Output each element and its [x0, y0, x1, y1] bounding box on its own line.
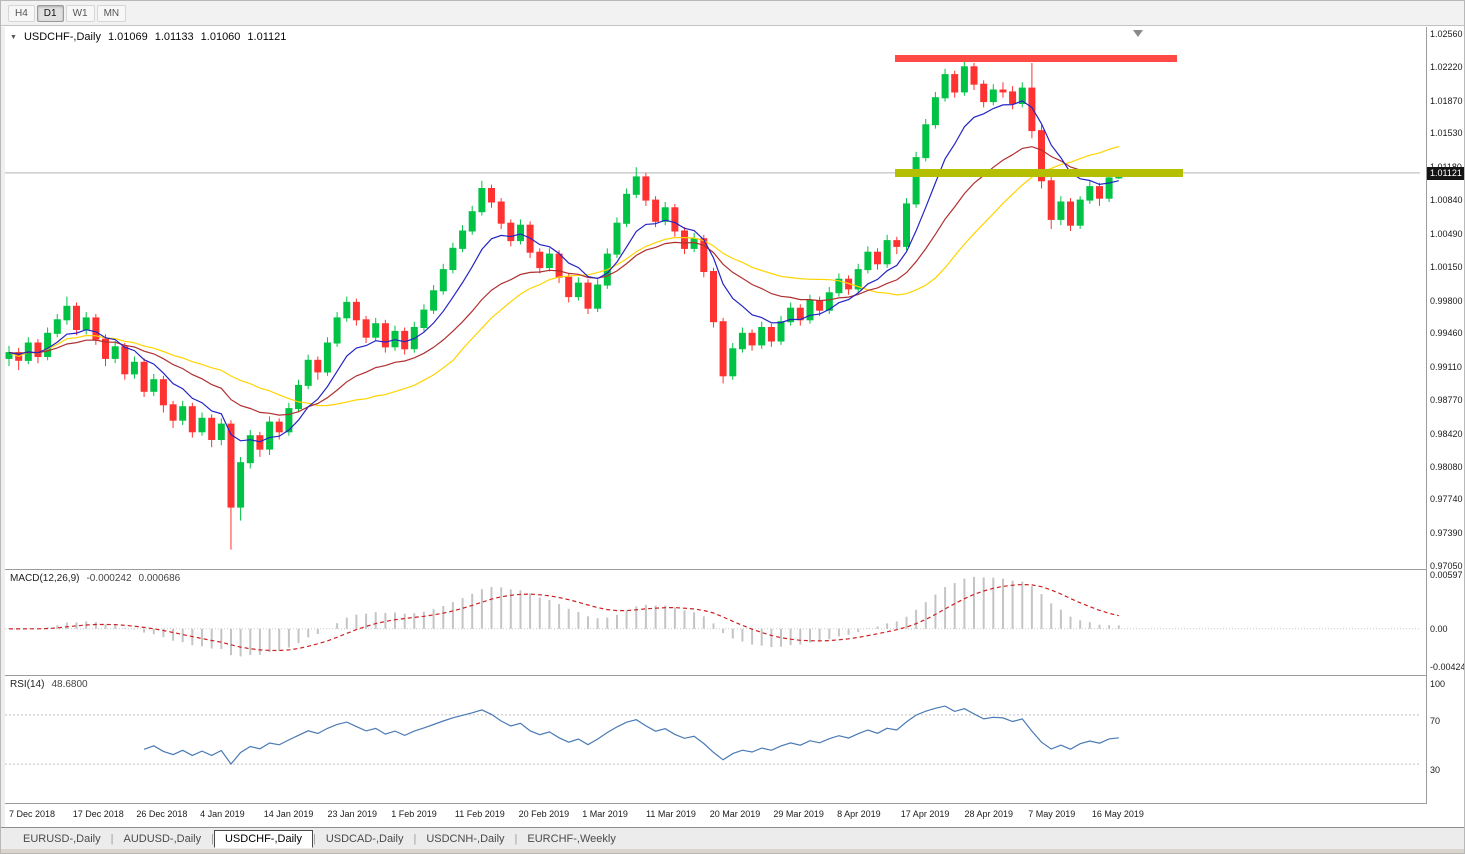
- time-scale[interactable]: 7 Dec 2018 17 Dec 2018 26 Dec 2018 4 Jan 20…: [5, 804, 1426, 827]
- tab-usdcnh-daily[interactable]: USDCNH-,Daily: [426, 832, 505, 845]
- price-axis-label: 1.00150: [1430, 261, 1463, 272]
- rsi-label: RSI(14): [10, 679, 45, 690]
- timeframe-button-h4[interactable]: H4: [8, 4, 35, 22]
- date-axis-label: 16 May 2019: [1091, 809, 1144, 819]
- date-axis-label: 7 Dec 2018: [9, 809, 56, 819]
- rsi-value: 48.6800: [51, 679, 88, 690]
- tab-separator: |: [413, 832, 417, 845]
- macd-chart-canvas[interactable]: [5, 570, 1426, 675]
- date-axis-label: 17 Dec 2018: [72, 809, 124, 819]
- chart-symbol-label: USDCHF-,Daily: [23, 31, 101, 43]
- rsi-header: RSI(14) 48.6800: [10, 679, 88, 690]
- tab-eurusd-daily[interactable]: EURUSD-,Daily: [23, 832, 101, 845]
- main-chart-panel[interactable]: ▼ USDCHF-,Daily 1.01069 1.01133 1.01060 …: [5, 27, 1426, 569]
- date-axis-label: 23 Jan 2019: [327, 809, 378, 819]
- tab-eurchf-weekly[interactable]: EURCHF-,Weekly: [527, 832, 616, 845]
- price-axis-label: 1.00490: [1430, 228, 1463, 239]
- timeframe-toolbar: H4 D1 W1 MN: [1, 1, 1464, 26]
- price-axis-label: 0.99460: [1430, 328, 1463, 339]
- price-axis-label: 0.99800: [1430, 295, 1463, 306]
- macd-label: MACD(12,26,9): [10, 573, 80, 584]
- chart-dropdown-icon[interactable]: ▼: [10, 33, 17, 41]
- timeframe-button-w1[interactable]: W1: [65, 4, 95, 22]
- date-axis-label: 7 May 2019: [1028, 809, 1076, 819]
- macd-axis-label: 0.00597: [1430, 570, 1463, 580]
- timeframe-button-mn[interactable]: MN: [96, 4, 127, 22]
- timeframe-button-d1[interactable]: D1: [36, 4, 64, 22]
- resistance-line[interactable]: [895, 54, 1177, 62]
- price-axis-label: 0.99110: [1430, 362, 1462, 373]
- panel-splitter-rsi[interactable]: [5, 675, 1426, 676]
- time-scale-divider: [5, 803, 1426, 804]
- price-axis-label: 0.98080: [1430, 461, 1463, 472]
- rsi-axis-label: 100: [1430, 679, 1446, 689]
- date-axis-label: 28 Apr 2019: [964, 809, 1014, 819]
- current-price-badge: 1.01121: [1427, 166, 1464, 180]
- chart-tabs-bar: EURUSD-,Daily | AUDUSD-,Daily | USDCHF-,Dail…: [1, 827, 1464, 849]
- tab-separator: |: [312, 832, 316, 845]
- ohlc-high: 1.01133: [154, 31, 194, 43]
- ohlc-close: 1.01121: [247, 31, 287, 43]
- date-axis-label: 20 Mar 2019: [709, 809, 761, 819]
- tab-usdchf-daily[interactable]: USDCHF-,Daily: [213, 829, 313, 848]
- price-axis-label: 0.97050: [1430, 561, 1463, 571]
- tab-usdcad-daily[interactable]: USDCAD-,Daily: [325, 832, 404, 845]
- price-axis-label: 0.97390: [1430, 528, 1463, 539]
- tab-separator: |: [211, 832, 214, 845]
- price-axis-label: 0.98770: [1430, 394, 1463, 405]
- price-axis-label: 1.02560: [1430, 29, 1463, 39]
- date-axis-label: 4 Jan 2019: [200, 809, 245, 819]
- macd-axis-label: 0.00: [1430, 623, 1448, 634]
- price-axis-label: 0.98420: [1430, 428, 1463, 439]
- chart-shift-marker-icon: [1133, 30, 1143, 37]
- macd-header: MACD(12,26,9) -0.000242 0.000686: [10, 573, 180, 584]
- macd-main-value: -0.000242: [86, 573, 132, 584]
- macd-panel[interactable]: MACD(12,26,9) -0.000242 0.000686: [5, 570, 1426, 675]
- window-bottom-edge: [1, 849, 1464, 853]
- window-left-edge: [1, 27, 5, 849]
- price-axis-label: 1.00840: [1430, 195, 1463, 206]
- chart-ohlc-header: ▼ USDCHF-,Daily 1.01069 1.01133 1.01060 …: [10, 31, 286, 43]
- date-axis-label: 17 Apr 2019: [900, 809, 950, 819]
- rsi-axis-label: 30: [1430, 765, 1441, 776]
- macd-signal-value: 0.000686: [138, 573, 181, 584]
- price-axis-label: 0.97740: [1430, 494, 1463, 505]
- date-axis-label: 11 Mar 2019: [646, 809, 696, 819]
- date-axis-label: 11 Feb 2019: [454, 809, 505, 819]
- date-axis-label: 8 Apr 2019: [837, 809, 881, 819]
- rsi-panel[interactable]: RSI(14) 48.6800: [5, 676, 1426, 803]
- tab-audusd-daily[interactable]: AUDUSD-,Daily: [123, 832, 202, 845]
- tab-separator: |: [514, 832, 518, 845]
- macd-axis-label: -0.004243: [1430, 662, 1464, 672]
- date-axis-label: 1 Mar 2019: [582, 809, 628, 819]
- date-axis-label: 29 Mar 2019: [773, 809, 824, 819]
- panel-splitter-macd[interactable]: [5, 569, 1426, 570]
- price-axis-label: 1.01530: [1430, 128, 1463, 139]
- date-axis-label: 20 Feb 2019: [518, 809, 570, 819]
- candlestick-chart-canvas[interactable]: [5, 27, 1426, 569]
- support-line[interactable]: [895, 169, 1183, 177]
- price-scale[interactable]: 1.01121 1.025601.022201.018701.015301.01…: [1426, 27, 1464, 804]
- price-axis-label: 1.01870: [1430, 95, 1463, 106]
- date-axis-label: 26 Dec 2018: [136, 809, 188, 819]
- rsi-axis-label: 70: [1430, 715, 1441, 726]
- ohlc-open: 1.01069: [107, 31, 148, 43]
- rsi-chart-canvas[interactable]: [5, 676, 1426, 803]
- ohlc-low: 1.01060: [200, 31, 241, 43]
- price-axis-label: 1.02220: [1430, 61, 1463, 72]
- date-axis-label: 14 Jan 2019: [263, 809, 314, 819]
- tab-separator: |: [110, 832, 114, 845]
- date-axis-label: 1 Feb 2019: [391, 809, 437, 819]
